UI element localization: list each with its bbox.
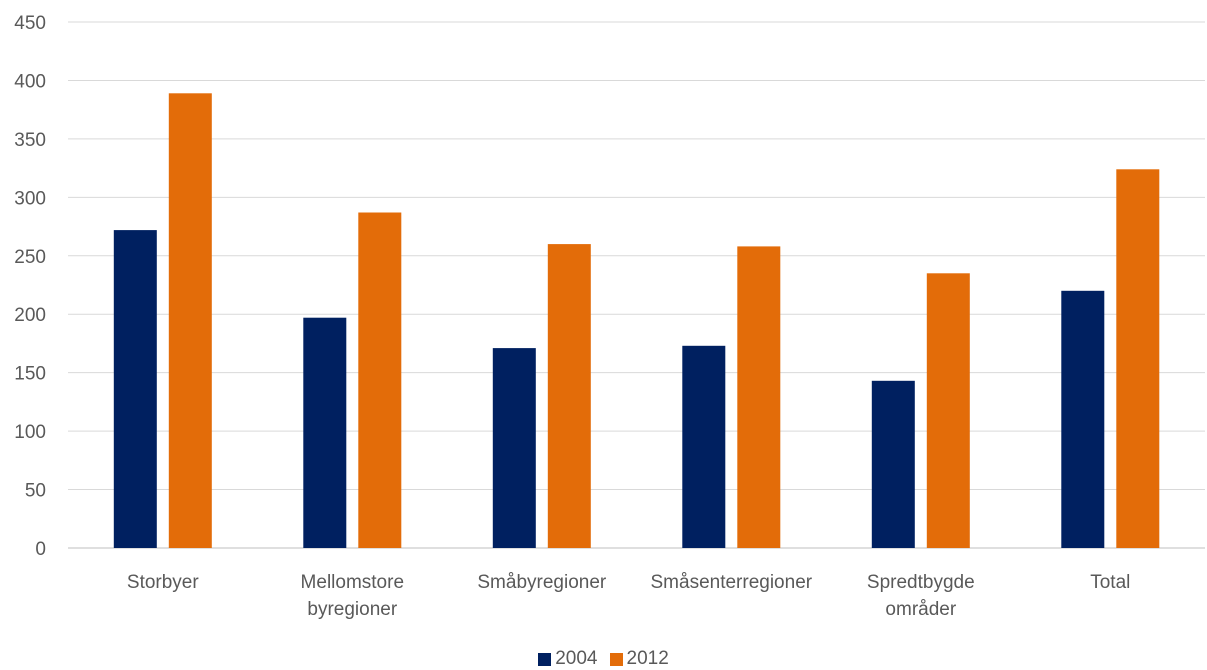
legend-swatch xyxy=(538,652,552,666)
x-category-label: Total xyxy=(1090,572,1130,593)
y-tick-label: 150 xyxy=(14,364,46,385)
legend-item-2004: 2004 xyxy=(538,648,598,670)
x-category-label: Mellomstore byregioner xyxy=(301,572,404,620)
bar-2012-0 xyxy=(168,93,212,549)
bar-2012-3 xyxy=(737,246,781,548)
y-tick-label: 50 xyxy=(25,481,46,502)
legend-label: 2004 xyxy=(555,648,598,669)
bar-2004-3 xyxy=(682,345,726,548)
bar-2004-5 xyxy=(1061,290,1105,548)
bars xyxy=(113,93,1160,549)
gridlines xyxy=(68,21,1205,549)
x-category-label: Småbyregioner xyxy=(477,572,607,593)
y-axis-ticks: 0 50 100 150 200 250 300 350 400 450 xyxy=(14,13,46,560)
bar-2004-2 xyxy=(492,348,536,548)
y-tick-label: 350 xyxy=(14,130,46,151)
legend-item-2012: 2012 xyxy=(609,648,669,670)
legend-label: 2012 xyxy=(626,648,669,669)
bar-2004-0 xyxy=(113,230,157,548)
x-axis-labels: Storbyer Mellomstore byregioner Småbyregion… xyxy=(127,572,1130,620)
bar-2012-2 xyxy=(547,244,591,548)
bar-chart: 0 50 100 150 200 250 300 350 400 450 Storbyer Mell… xyxy=(14,13,1205,620)
bar-2012-5 xyxy=(1116,169,1160,549)
y-tick-label: 200 xyxy=(14,305,46,326)
y-tick-label: 400 xyxy=(14,71,46,92)
legend-swatch xyxy=(609,652,623,666)
y-tick-label: 450 xyxy=(14,13,46,34)
bar-2004-4 xyxy=(871,380,915,548)
y-tick-label: 300 xyxy=(14,188,46,209)
y-tick-label: 0 xyxy=(35,539,46,560)
x-category-label: Storbyer xyxy=(127,572,199,593)
bar-2012-4 xyxy=(926,273,970,548)
bar-2012-1 xyxy=(358,212,402,548)
y-tick-label: 100 xyxy=(14,422,46,443)
bar-2004-1 xyxy=(303,317,347,548)
x-category-label: Spredtbygde områder xyxy=(867,572,975,620)
x-category-label: Småsenterregioner xyxy=(651,572,813,593)
y-tick-label: 250 xyxy=(14,247,46,268)
legend: 2004 2012 xyxy=(0,648,1207,670)
